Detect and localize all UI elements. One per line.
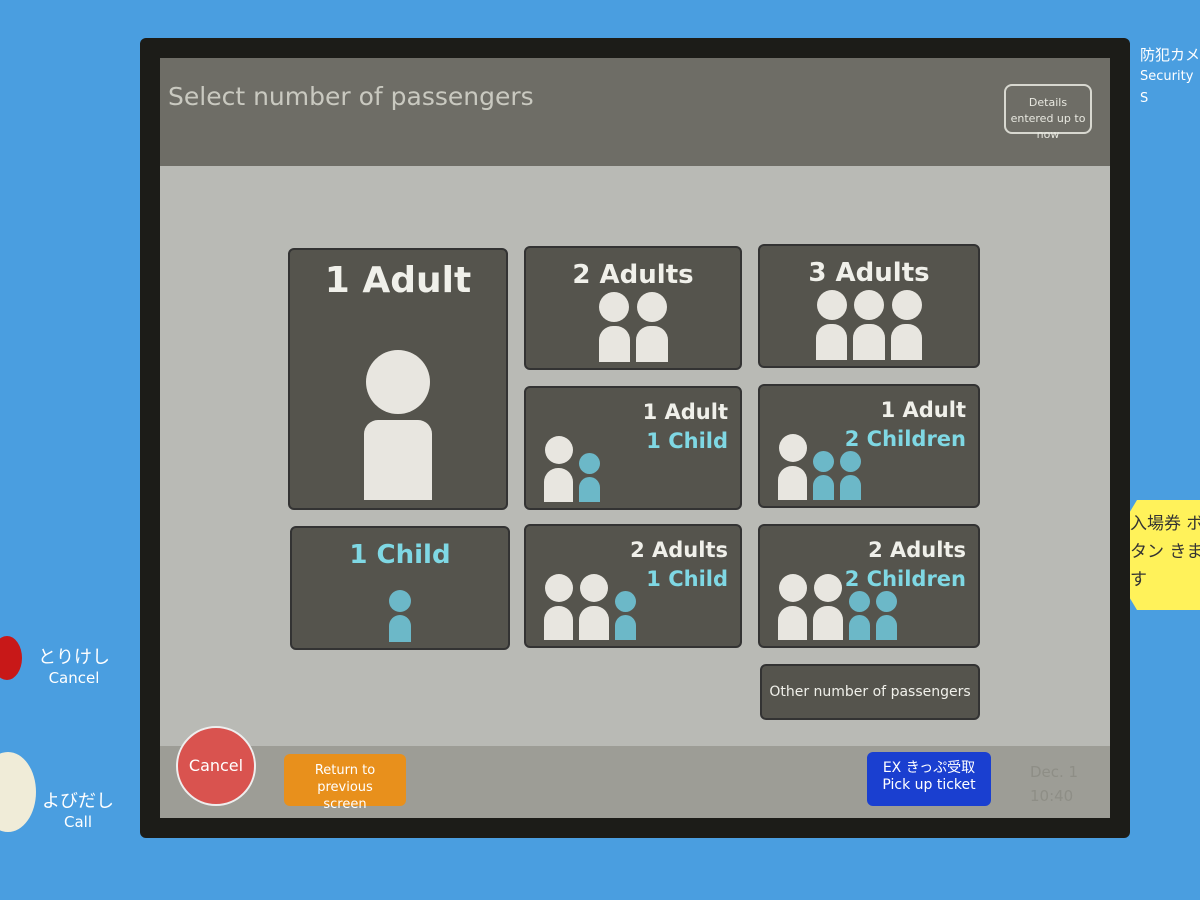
time: 10:40 <box>1030 787 1074 805</box>
children-label: 1 Child <box>646 429 728 453</box>
camera-en: Security S <box>1140 69 1194 106</box>
cancel-en: Cancel <box>48 669 100 687</box>
adults-label: 2 Adults <box>868 538 966 562</box>
passenger-option-3[interactable]: 3 Adults <box>758 244 980 368</box>
security-camera-label: 防犯カメ Security S <box>1140 44 1200 110</box>
adult-icon <box>579 574 609 640</box>
hardware-cancel-button[interactable] <box>0 636 22 680</box>
passenger-option-2[interactable]: 2 Adults <box>524 246 742 370</box>
return-button[interactable]: Return to previous screen <box>284 754 406 812</box>
page-title: Select number of passengers <box>168 82 534 111</box>
child-icon <box>579 452 601 502</box>
passenger-option-1[interactable]: 1 Adult <box>288 248 508 510</box>
adults-label: 2 Adults <box>630 538 728 562</box>
ex-en: Pick up ticket <box>882 777 976 793</box>
footer-bar: Cancel Return to previous screen EX きっぷ受… <box>160 726 1110 818</box>
children-label: 1 Child <box>646 567 728 591</box>
call-jp: よびだし <box>42 791 114 812</box>
option-label: 1 Adult <box>324 260 472 301</box>
child-icon <box>388 589 412 642</box>
adult-icon <box>636 292 668 362</box>
passenger-option-8[interactable]: 2 Adults 2 Children <box>758 524 980 648</box>
adult-icon <box>815 290 848 360</box>
datetime: Dec. 1 10:40 <box>1030 760 1078 808</box>
child-icon <box>614 590 636 640</box>
other-passengers-button[interactable]: Other number of passengers <box>760 664 980 720</box>
details-entered-button[interactable]: Details entered up to now <box>1004 84 1092 141</box>
children-label: 2 Children <box>844 567 966 591</box>
adult-icon <box>544 436 574 502</box>
return-label: Return to previous screen <box>314 763 376 812</box>
adult-icon <box>813 574 843 640</box>
adult-icon <box>853 290 885 360</box>
passenger-option-7[interactable]: 2 Adults 1 Child <box>524 524 742 648</box>
cancel-label: Cancel <box>188 756 244 775</box>
cancel-button[interactable]: Cancel <box>176 726 256 806</box>
touch-screen: Select number of passengers Details ente… <box>160 58 1110 818</box>
other-label: Other number of passengers <box>769 684 971 700</box>
hardware-call-label: よびだし Call <box>42 792 114 832</box>
option-label: 3 Adults <box>808 258 930 288</box>
passenger-option-4[interactable]: 1 Adult 1 Child <box>524 386 742 510</box>
call-en: Call <box>63 813 92 831</box>
passenger-option-6[interactable]: 1 Child <box>290 526 510 650</box>
option-label: 2 Adults <box>572 260 694 290</box>
ex-pickup-button[interactable]: EX きっぷ受取 Pick up ticket <box>867 752 991 806</box>
adult-icon <box>544 574 574 640</box>
date: Dec. 1 <box>1030 763 1079 781</box>
sticker-text: 入場券 ボタン きます <box>1130 514 1200 590</box>
option-label: 1 Child <box>349 540 451 570</box>
camera-jp: 防犯カメ <box>1140 46 1200 64</box>
adult-icon <box>890 290 923 360</box>
adults-label: 1 Adult <box>880 398 966 422</box>
child-icon <box>875 590 897 640</box>
adults-label: 1 Adult <box>642 400 728 424</box>
child-icon <box>848 590 870 640</box>
header-bar: Select number of passengers Details ente… <box>160 58 1110 166</box>
cancel-jp: とりけし <box>38 647 110 668</box>
child-icon <box>840 450 862 500</box>
adult-icon <box>364 350 432 500</box>
adult-icon <box>778 434 808 500</box>
adult-icon <box>598 292 630 362</box>
ex-jp: EX きっぷ受取 <box>882 760 976 776</box>
hardware-cancel-label: とりけし Cancel <box>38 648 110 688</box>
children-label: 2 Children <box>844 427 966 451</box>
adult-icon <box>778 574 808 640</box>
child-icon <box>813 450 835 500</box>
hardware-call-button[interactable] <box>0 752 36 832</box>
passenger-option-5[interactable]: 1 Adult 2 Children <box>758 384 980 508</box>
